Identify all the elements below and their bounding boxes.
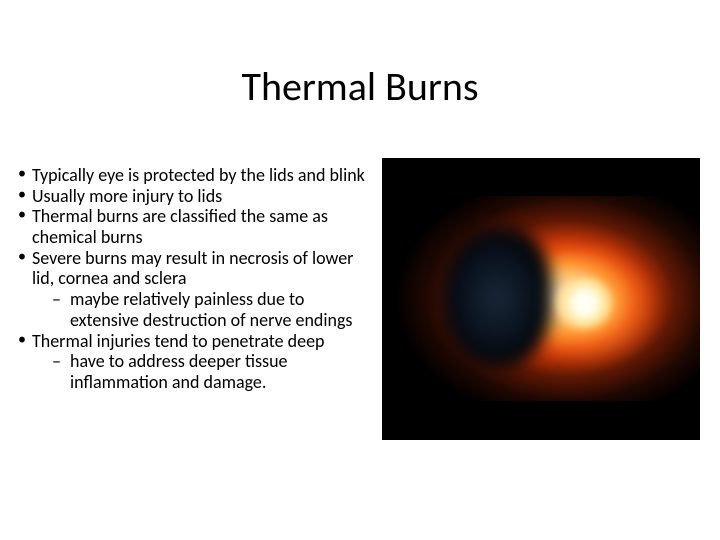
sub-bullet-text: maybe relatively painless due to extensi… <box>70 288 352 331</box>
eye-dark-region <box>442 228 552 368</box>
sub-bullet-text: have to address deeper tissue inflammati… <box>70 350 288 393</box>
slide-body: Typically eye is protected by the lids a… <box>14 165 370 393</box>
sub-bullet-list: maybe relatively painless due to extensi… <box>32 289 370 330</box>
bullet-text: Thermal injuries tend to penetrate deep <box>32 330 324 352</box>
sub-bullet-list: have to address deeper tissue inflammati… <box>32 351 370 392</box>
bullet-text: Thermal burns are classified the same as… <box>32 205 328 248</box>
bullet-text: Usually more injury to lids <box>32 185 222 207</box>
list-item: Usually more injury to lids <box>14 186 370 207</box>
eye-highlight-spot <box>557 278 612 328</box>
sub-list-item: have to address deeper tissue inflammati… <box>52 351 370 392</box>
bullet-text: Typically eye is protected by the lids a… <box>32 164 365 186</box>
slide-title: Thermal Burns <box>0 62 720 111</box>
list-item: Thermal injuries tend to penetrate deep … <box>14 331 370 393</box>
bullet-text: Severe burns may result in necrosis of l… <box>32 247 353 290</box>
list-item: Severe burns may result in necrosis of l… <box>14 248 370 331</box>
list-item: Thermal burns are classified the same as… <box>14 206 370 247</box>
clinical-image <box>382 158 700 440</box>
sub-list-item: maybe relatively painless due to extensi… <box>52 289 370 330</box>
bullet-list: Typically eye is protected by the lids a… <box>14 165 370 393</box>
list-item: Typically eye is protected by the lids a… <box>14 165 370 186</box>
